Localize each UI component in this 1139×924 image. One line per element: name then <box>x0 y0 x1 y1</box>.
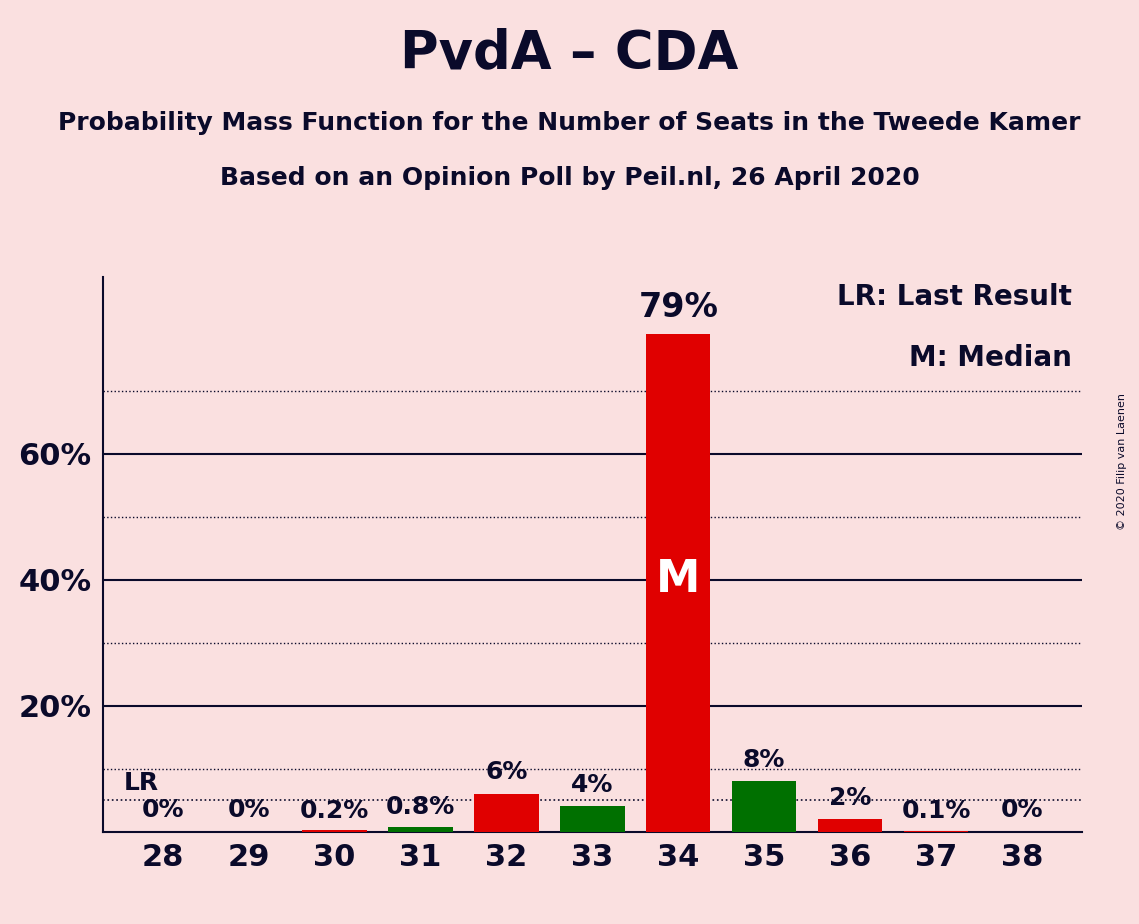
Text: 0%: 0% <box>141 798 183 822</box>
Text: 6%: 6% <box>485 760 527 784</box>
Text: PvdA – CDA: PvdA – CDA <box>400 28 739 79</box>
Text: © 2020 Filip van Laenen: © 2020 Filip van Laenen <box>1117 394 1126 530</box>
Text: 0.1%: 0.1% <box>901 799 970 823</box>
Text: 79%: 79% <box>638 291 719 324</box>
Text: Probability Mass Function for the Number of Seats in the Tweede Kamer: Probability Mass Function for the Number… <box>58 111 1081 135</box>
Text: M: M <box>656 558 700 602</box>
Bar <box>818 819 883 832</box>
Text: 4%: 4% <box>571 773 614 796</box>
Bar <box>732 781 796 832</box>
Text: M: Median: M: Median <box>909 344 1072 371</box>
Text: LR: Last Result: LR: Last Result <box>837 283 1072 310</box>
Text: 0%: 0% <box>228 798 270 822</box>
Bar <box>474 794 539 832</box>
Text: 8%: 8% <box>743 748 785 772</box>
Text: 0.2%: 0.2% <box>300 798 369 822</box>
Text: 0%: 0% <box>1001 798 1043 822</box>
Text: 2%: 2% <box>829 785 871 809</box>
Bar <box>646 334 711 832</box>
Bar <box>388 827 452 832</box>
Bar <box>302 831 367 832</box>
Text: LR: LR <box>124 771 159 795</box>
Text: 0.8%: 0.8% <box>386 795 456 819</box>
Bar <box>560 807 624 832</box>
Text: Based on an Opinion Poll by Peil.nl, 26 April 2020: Based on an Opinion Poll by Peil.nl, 26 … <box>220 166 919 190</box>
